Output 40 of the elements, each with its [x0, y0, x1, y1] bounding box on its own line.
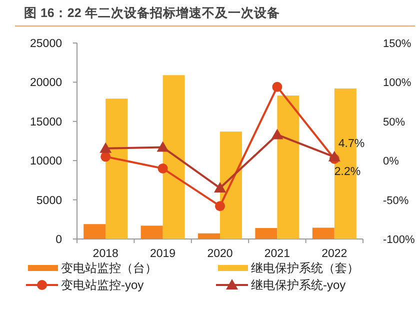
point: [156, 141, 169, 152]
bar: [140, 226, 163, 239]
y-tick-label: 10000: [30, 156, 62, 168]
bar: [106, 98, 128, 239]
chart-title: 图 16：22 年二次设备招标增速不及一次设备: [24, 6, 280, 20]
y2-tick-label: -100%: [383, 234, 416, 246]
bar: [198, 233, 220, 239]
point: [100, 152, 111, 162]
point: [215, 201, 225, 212]
y2-tick-label: 0%: [383, 156, 400, 168]
y2-tick-label: 150%: [383, 38, 412, 50]
x-tick-label: 2018: [92, 248, 118, 260]
bar: [162, 75, 185, 239]
bar: [255, 228, 278, 239]
y-tick-label: 20000: [30, 77, 62, 90]
point: [214, 182, 226, 193]
legend-label: 继电保护系统（套）: [251, 261, 359, 275]
point: [328, 150, 340, 162]
point: [272, 82, 282, 92]
y-tick-label: 5000: [36, 194, 62, 207]
bar: [277, 96, 300, 239]
y-tick-label: 0: [56, 234, 62, 246]
x-tick-label: 2022: [322, 248, 348, 260]
bar: [220, 132, 242, 239]
x-tick-label: 2020: [207, 248, 233, 260]
y-tick-label: 25000: [30, 38, 62, 50]
y2-tick-label: 50%: [383, 116, 406, 128]
y2-tick-label: -50%: [383, 194, 409, 207]
legend-label: 变电站监控-yoy: [61, 278, 144, 292]
x-tick-label: 2019: [150, 248, 176, 260]
legend-label: 继电保护系统-yoy: [251, 278, 346, 292]
point: [271, 128, 284, 140]
point: [158, 163, 168, 174]
point: [100, 142, 112, 153]
x-tick-label: 2021: [264, 248, 290, 260]
bar: [312, 228, 334, 239]
y-tick-label: 15000: [30, 116, 62, 128]
y2-tick-label: 100%: [383, 77, 412, 90]
legend-label: 变电站监控（台）: [61, 261, 157, 275]
bar: [84, 224, 106, 239]
